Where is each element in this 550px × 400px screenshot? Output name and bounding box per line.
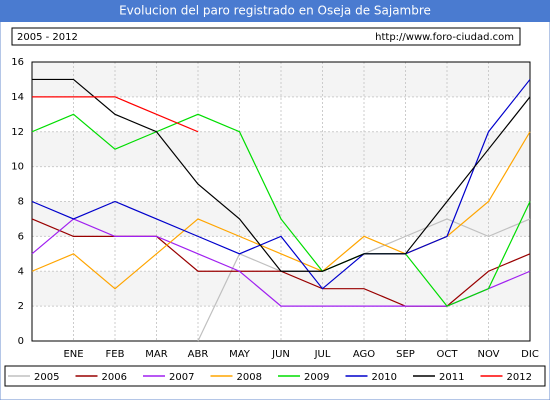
x-tick-label: MAR: [145, 349, 167, 360]
legend-label: 2008: [237, 372, 262, 383]
x-tick-label: ENE: [63, 349, 83, 360]
x-tick-label: JUL: [314, 349, 331, 360]
source: http://www.foro-ciudad.com: [375, 32, 514, 43]
x-tick-label: SEP: [396, 349, 415, 360]
y-tick-label: 0: [18, 336, 24, 347]
y-tick-label: 2: [18, 301, 24, 312]
y-tick-label: 8: [18, 197, 24, 208]
legend-label: 2012: [507, 372, 532, 383]
x-tick-label: JUN: [271, 349, 290, 360]
y-tick-label: 12: [11, 127, 24, 138]
series-line: [32, 96, 199, 133]
subheader-box: [11, 27, 521, 46]
legend-box: [4, 365, 546, 387]
x-tick-label: DIC: [521, 349, 539, 360]
legend-label: 2006: [102, 372, 127, 383]
chart-title: Evolucion del paro registrado en Oseja d…: [119, 4, 431, 18]
legend-label: 2005: [34, 372, 59, 383]
legend-label: 2011: [439, 372, 464, 383]
subtitle: 2005 - 2012: [17, 32, 78, 43]
legend-label: 2010: [372, 372, 397, 383]
series-line: [31, 79, 531, 290]
y-tick-label: 6: [18, 231, 24, 242]
series-line: [31, 113, 531, 307]
x-tick-label: NOV: [477, 349, 499, 360]
x-tick-label: OCT: [437, 349, 459, 360]
band: [32, 271, 530, 307]
band: [32, 131, 530, 167]
series-line: [32, 78, 531, 272]
legend-label: 2009: [304, 372, 329, 383]
x-tick-label: FEB: [106, 349, 125, 360]
x-tick-label: AGO: [353, 349, 375, 360]
x-tick-label: MAY: [229, 349, 251, 360]
title-bar: [0, 0, 550, 22]
y-tick-label: 14: [11, 92, 24, 103]
y-tick-label: 4: [18, 266, 24, 277]
y-tick-label: 10: [11, 162, 24, 173]
y-tick-label: 16: [11, 57, 24, 68]
x-tick-label: ABR: [188, 349, 209, 360]
legend-label: 2007: [169, 372, 194, 383]
